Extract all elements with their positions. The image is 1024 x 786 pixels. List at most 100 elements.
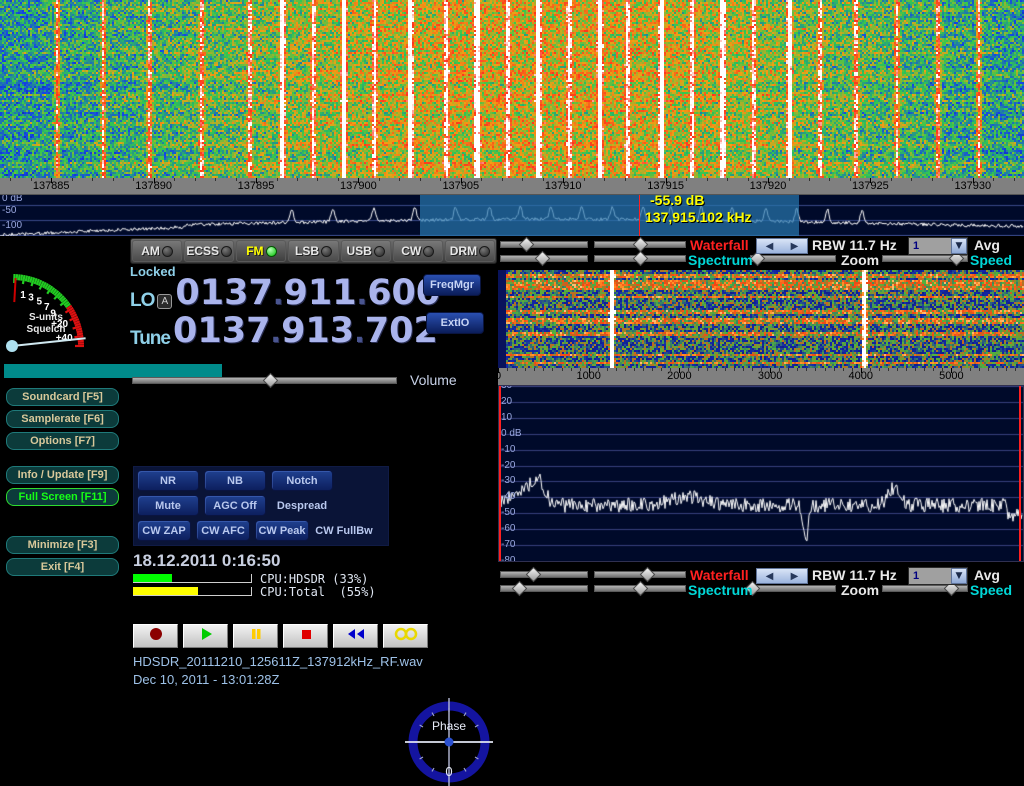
freq-digit[interactable]: 6 [367, 273, 391, 313]
mode-button-drm[interactable]: DRM [445, 240, 495, 262]
mode-button-lsb[interactable]: LSB [288, 240, 338, 262]
chevron-left-icon[interactable]: ◀ [766, 241, 774, 252]
spectrum-brightness-slider[interactable] [594, 254, 686, 263]
dsp-button-nb[interactable]: NB [204, 470, 266, 491]
play-button[interactable] [183, 624, 228, 648]
info-update-button[interactable]: Info / Update [F9] [6, 466, 119, 484]
slider-knob[interactable] [640, 567, 656, 583]
lo-frequency-value[interactable]: 0137.911.600 [175, 276, 440, 312]
dsp-button-agc-off[interactable]: AGC Off [204, 495, 266, 516]
full-screen-button[interactable]: Full Screen [F11] [6, 488, 119, 506]
avg-combo[interactable]: 1▼ [908, 237, 968, 255]
audio-scale-tick [825, 368, 826, 371]
rewind-button[interactable] [333, 624, 378, 648]
dsp-button-despread[interactable]: Despread [271, 495, 333, 516]
dsp-button-notch[interactable]: Notch [271, 470, 333, 491]
slider-knob[interactable] [633, 581, 649, 597]
freq-digit[interactable]: 3 [222, 311, 246, 351]
chevron-down-icon[interactable]: ▼ [951, 568, 967, 584]
rbw-spinner[interactable]: ◀▶ [756, 568, 808, 584]
freq-digit[interactable]: . [357, 278, 368, 311]
freq-digit[interactable]: 9 [283, 273, 307, 313]
speed-slider-bottom[interactable] [882, 584, 968, 593]
cursor-level-readout: -55.9 dB [650, 195, 704, 208]
slider-knob[interactable] [535, 251, 551, 267]
slider-knob[interactable] [519, 237, 535, 253]
freq-digit[interactable]: 0 [173, 311, 197, 351]
freq-digit[interactable]: 0 [392, 273, 416, 313]
slider-knob[interactable] [633, 251, 649, 267]
volume-slider[interactable] [132, 376, 397, 385]
stop-button[interactable] [283, 624, 328, 648]
pause-button[interactable] [233, 624, 278, 648]
dsp-button-cw-afc[interactable]: CW AFC [196, 520, 250, 541]
freq-digit[interactable]: 1 [308, 273, 332, 313]
spectrum-brightness-slider-bottom[interactable] [594, 584, 686, 593]
tune-frequency-value[interactable]: 0137.913.702 [173, 314, 438, 350]
record-button[interactable] [133, 624, 178, 648]
options-button[interactable]: Options [F7] [6, 432, 119, 450]
avg-combo[interactable]: 1▼ [908, 567, 968, 585]
freq-digit[interactable]: 9 [281, 311, 305, 351]
lo-frequency-row[interactable]: LO A 0137.911.600 [130, 276, 440, 312]
zoom-slider-bottom[interactable] [750, 584, 836, 593]
freq-digit[interactable]: 1 [332, 273, 356, 313]
chevron-right-icon[interactable]: ▶ [791, 241, 799, 252]
spectrum-contrast-slider[interactable] [594, 240, 686, 249]
dsp-button-mute[interactable]: Mute [137, 495, 199, 516]
lo-mode-button[interactable]: A [157, 294, 172, 309]
exit-button[interactable]: Exit [F4] [6, 558, 119, 576]
freq-digit[interactable]: 0 [389, 311, 413, 351]
freq-digit[interactable]: . [270, 316, 281, 349]
freq-digit[interactable]: . [273, 278, 284, 311]
freq-digit[interactable]: 1 [200, 273, 224, 313]
waterfall-contrast-slider-bottom[interactable] [500, 570, 588, 579]
dsp-button-nr[interactable]: NR [137, 470, 199, 491]
waterfall-contrast-slider[interactable] [500, 240, 588, 249]
minimize-button[interactable]: Minimize [F3] [6, 536, 119, 554]
mode-button-usb[interactable]: USB [341, 240, 391, 262]
chevron-left-icon[interactable]: ◀ [766, 571, 774, 582]
extio-button[interactable]: ExtIO [426, 312, 484, 334]
mode-button-cw[interactable]: CW [393, 240, 443, 262]
freq-digit[interactable]: . [354, 316, 365, 349]
mode-button-am[interactable]: AM [132, 240, 182, 262]
soundcard-button[interactable]: Soundcard [F5] [6, 388, 119, 406]
freq-digit[interactable]: 0 [175, 273, 199, 313]
waterfall-brightness-slider[interactable] [500, 254, 588, 263]
freq-manager-button[interactable]: FreqMgr [423, 274, 481, 296]
chevron-right-icon[interactable]: ▶ [791, 571, 799, 582]
dsp-button-cw-zap[interactable]: CW ZAP [137, 520, 191, 541]
mode-button-label: USB [346, 244, 371, 258]
slider-knob[interactable] [512, 581, 528, 597]
dsp-button-cw-fullbw[interactable]: CW FullBw [314, 520, 374, 541]
mode-button-ecss[interactable]: ECSS [184, 240, 234, 262]
freq-digit[interactable]: 3 [224, 273, 248, 313]
loop-button[interactable] [383, 624, 428, 648]
rf-waterfall-display[interactable] [0, 0, 1024, 178]
freq-digit[interactable]: 7 [365, 311, 389, 351]
freq-digit[interactable]: 1 [197, 311, 221, 351]
dsp-button-cw-peak[interactable]: CW Peak [255, 520, 309, 541]
audio-waterfall-display[interactable] [498, 270, 1024, 368]
mode-button-fm[interactable]: FM [236, 240, 286, 262]
chevron-down-icon[interactable]: ▼ [951, 238, 967, 254]
speed-slider[interactable] [882, 254, 968, 263]
freq-digit[interactable]: 7 [248, 273, 272, 313]
spectrum-contrast-slider-bottom[interactable] [594, 570, 686, 579]
freq-digit[interactable]: 1 [305, 311, 329, 351]
tune-frequency-row[interactable]: Tune 0137.913.702 [130, 314, 438, 350]
freq-digit[interactable]: 3 [330, 311, 354, 351]
zoom-slider[interactable] [750, 254, 836, 263]
slider-knob[interactable] [526, 567, 542, 583]
rf-spectrum-display[interactable]: 0 dB -50 -100 -55.9 dB 137,915.102 kHz [0, 195, 1024, 236]
rbw-spinner[interactable]: ◀▶ [756, 238, 808, 254]
freq-digit[interactable]: 7 [246, 311, 270, 351]
volume-knob[interactable] [263, 373, 279, 389]
samplerate-button[interactable]: Samplerate [F6] [6, 410, 119, 428]
waterfall-brightness-slider-bottom[interactable] [500, 584, 588, 593]
cpu-total-label: CPU:Total (55%) [260, 585, 376, 599]
